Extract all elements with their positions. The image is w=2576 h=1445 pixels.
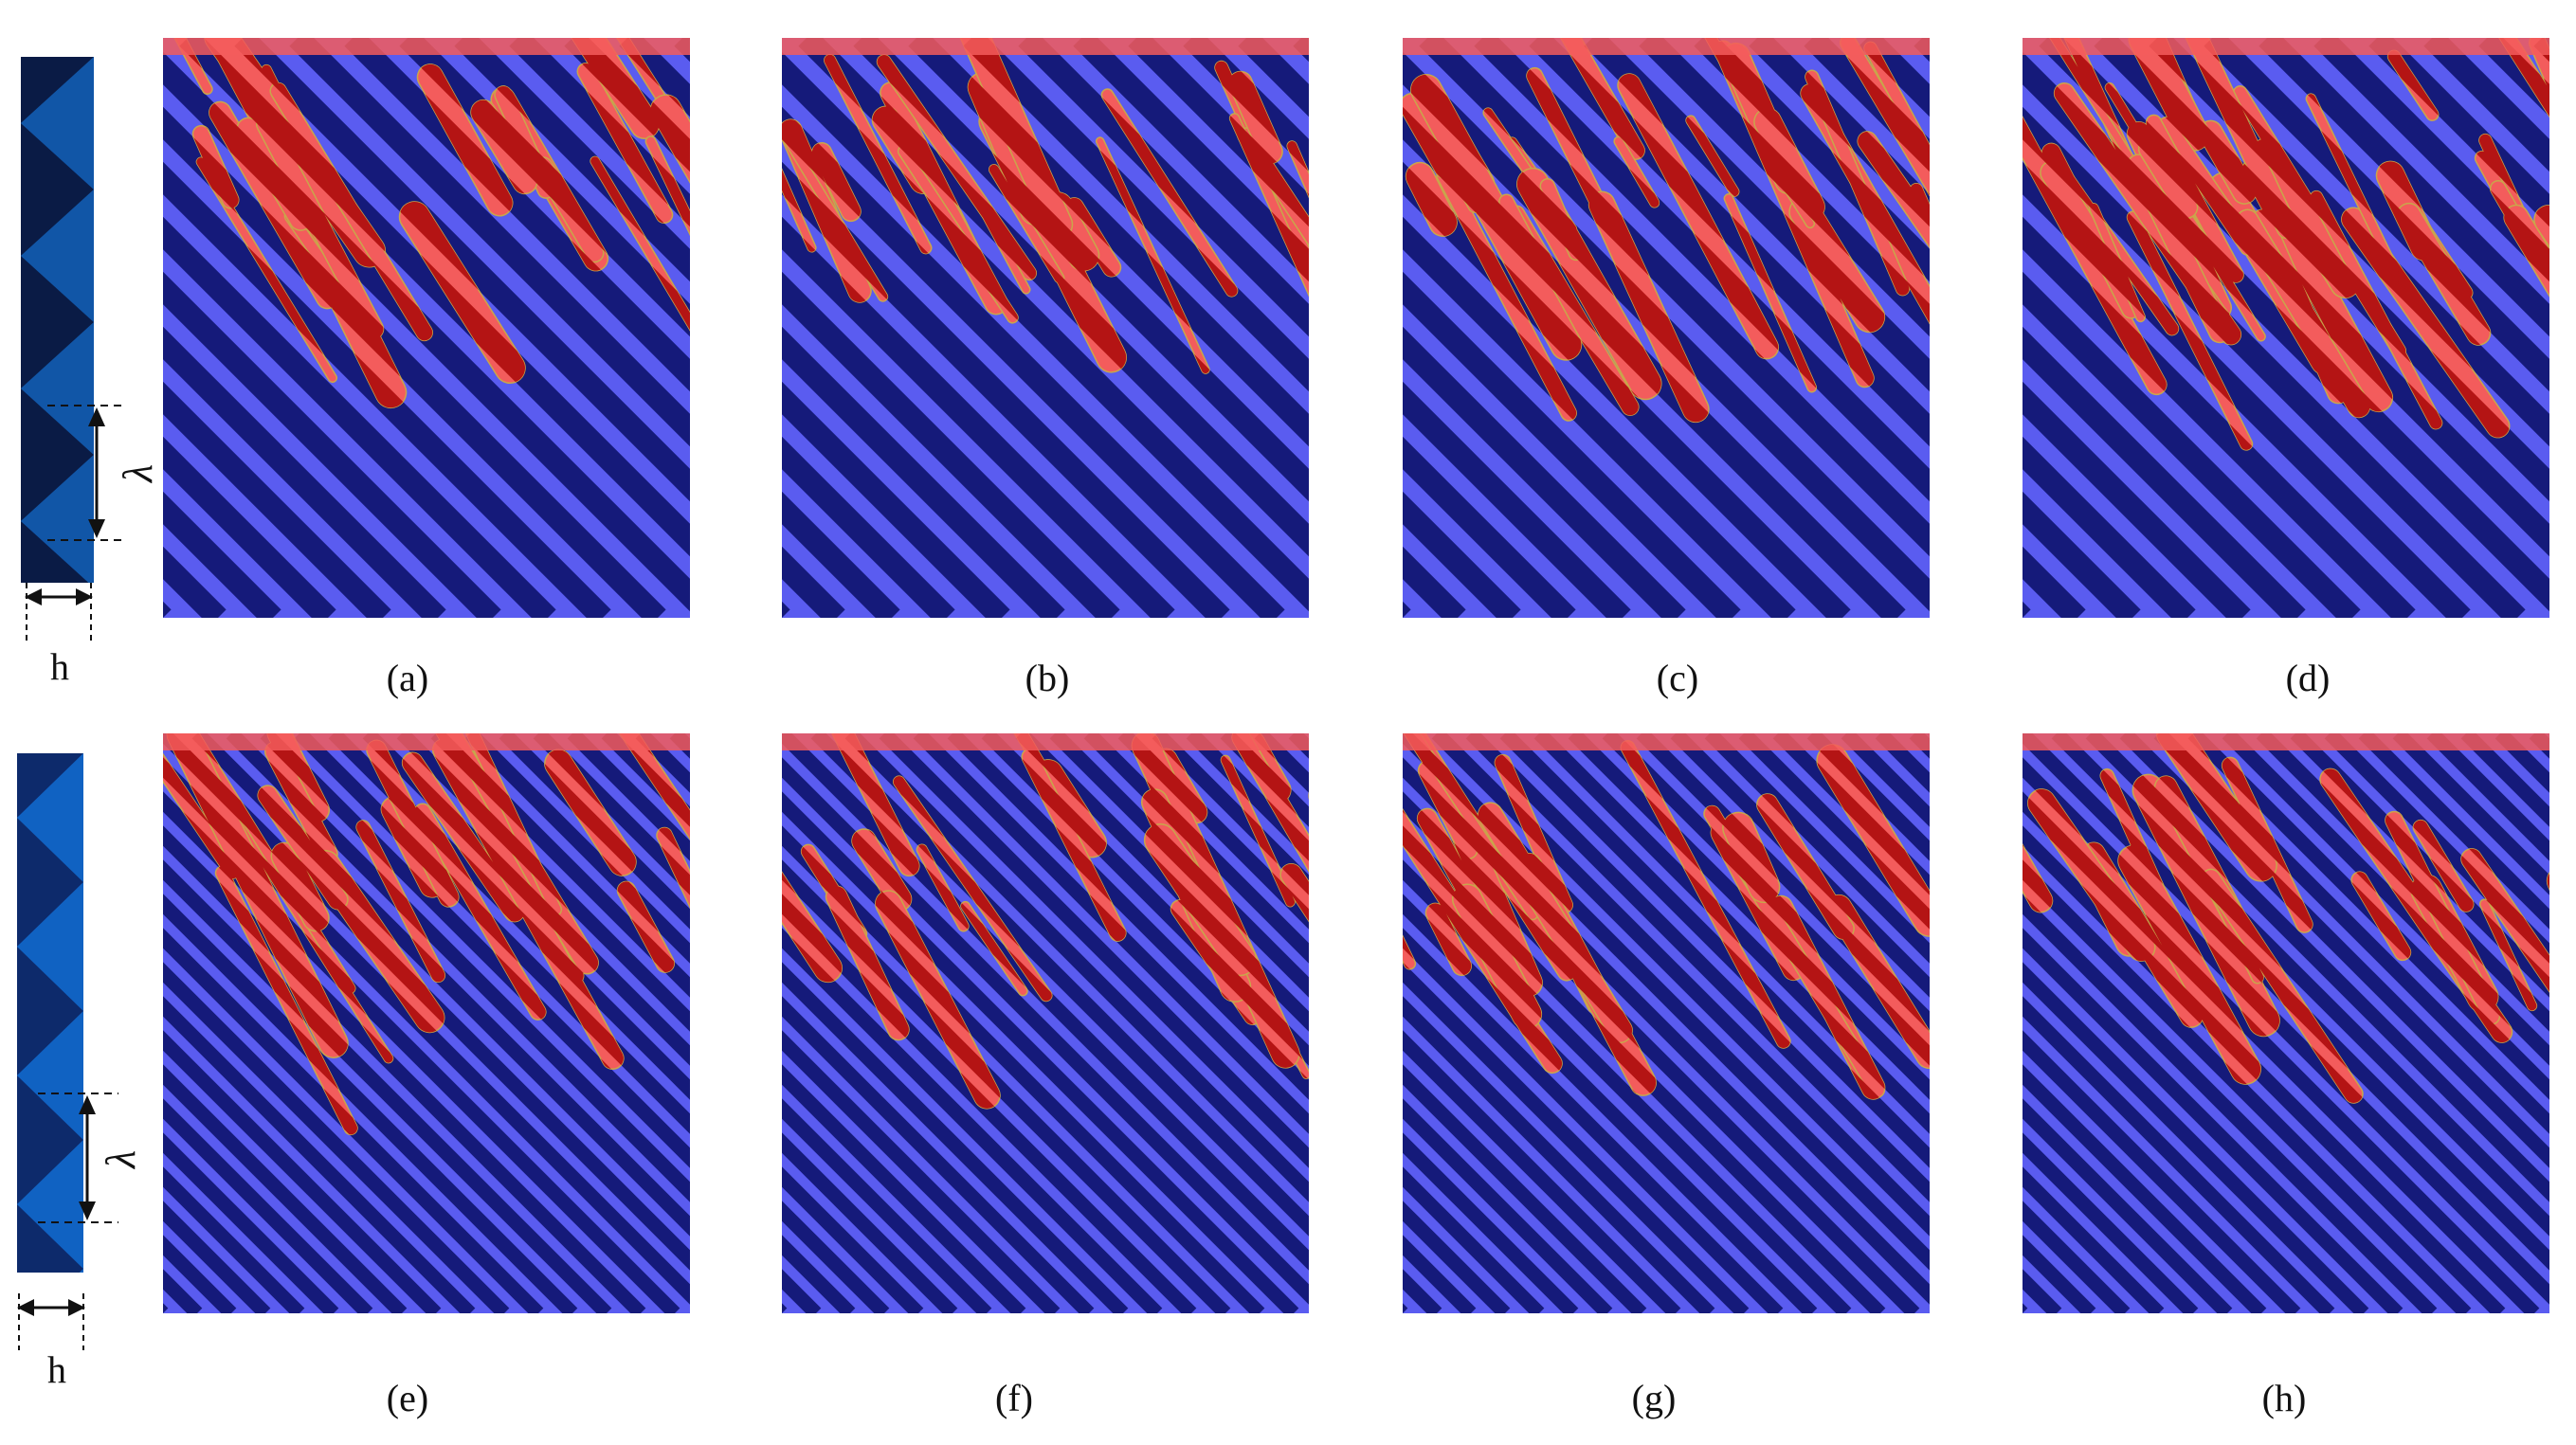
lambda-symbol-row1: λ (115, 463, 162, 483)
schematic-row2-svg (17, 753, 83, 1273)
schematic-strip-row1 (21, 57, 94, 583)
schematic-row1-svg (21, 57, 94, 583)
caption-d: (d) (2285, 657, 2331, 699)
panel-e-image (163, 733, 690, 1313)
h-symbol-row2: h (47, 1348, 66, 1391)
caption-e: (e) (386, 1377, 429, 1419)
panel-g-image (1403, 733, 1930, 1313)
lambda-symbol-row2: λ (98, 1149, 145, 1169)
lambda-dimension-row2 (17, 1093, 118, 1350)
caption-b: (b) (1025, 657, 1070, 699)
caption-f: (f) (995, 1377, 1033, 1419)
panel-f-image (782, 733, 1309, 1313)
caption-a: (a) (386, 657, 429, 699)
panel-e (163, 733, 690, 1313)
lambda-dimension-row1 (25, 405, 123, 644)
panel-d (2023, 38, 2549, 618)
panel-b (782, 38, 1309, 618)
panel-f (782, 733, 1309, 1313)
panel-b-image (782, 38, 1309, 618)
panel-g (1403, 733, 1930, 1313)
schematic-strip-row2 (17, 753, 83, 1273)
caption-h: (h) (2261, 1377, 2307, 1419)
panel-c-image (1403, 38, 1930, 618)
h-symbol-row1: h (50, 645, 69, 688)
panel-a-image (163, 38, 690, 618)
caption-c: (c) (1656, 657, 1699, 699)
panel-d-image (2023, 38, 2549, 618)
panel-c (1403, 38, 1930, 618)
panel-h-image (2023, 733, 2549, 1313)
panel-h (2023, 733, 2549, 1313)
panel-a (163, 38, 690, 618)
caption-g: (g) (1631, 1377, 1677, 1419)
